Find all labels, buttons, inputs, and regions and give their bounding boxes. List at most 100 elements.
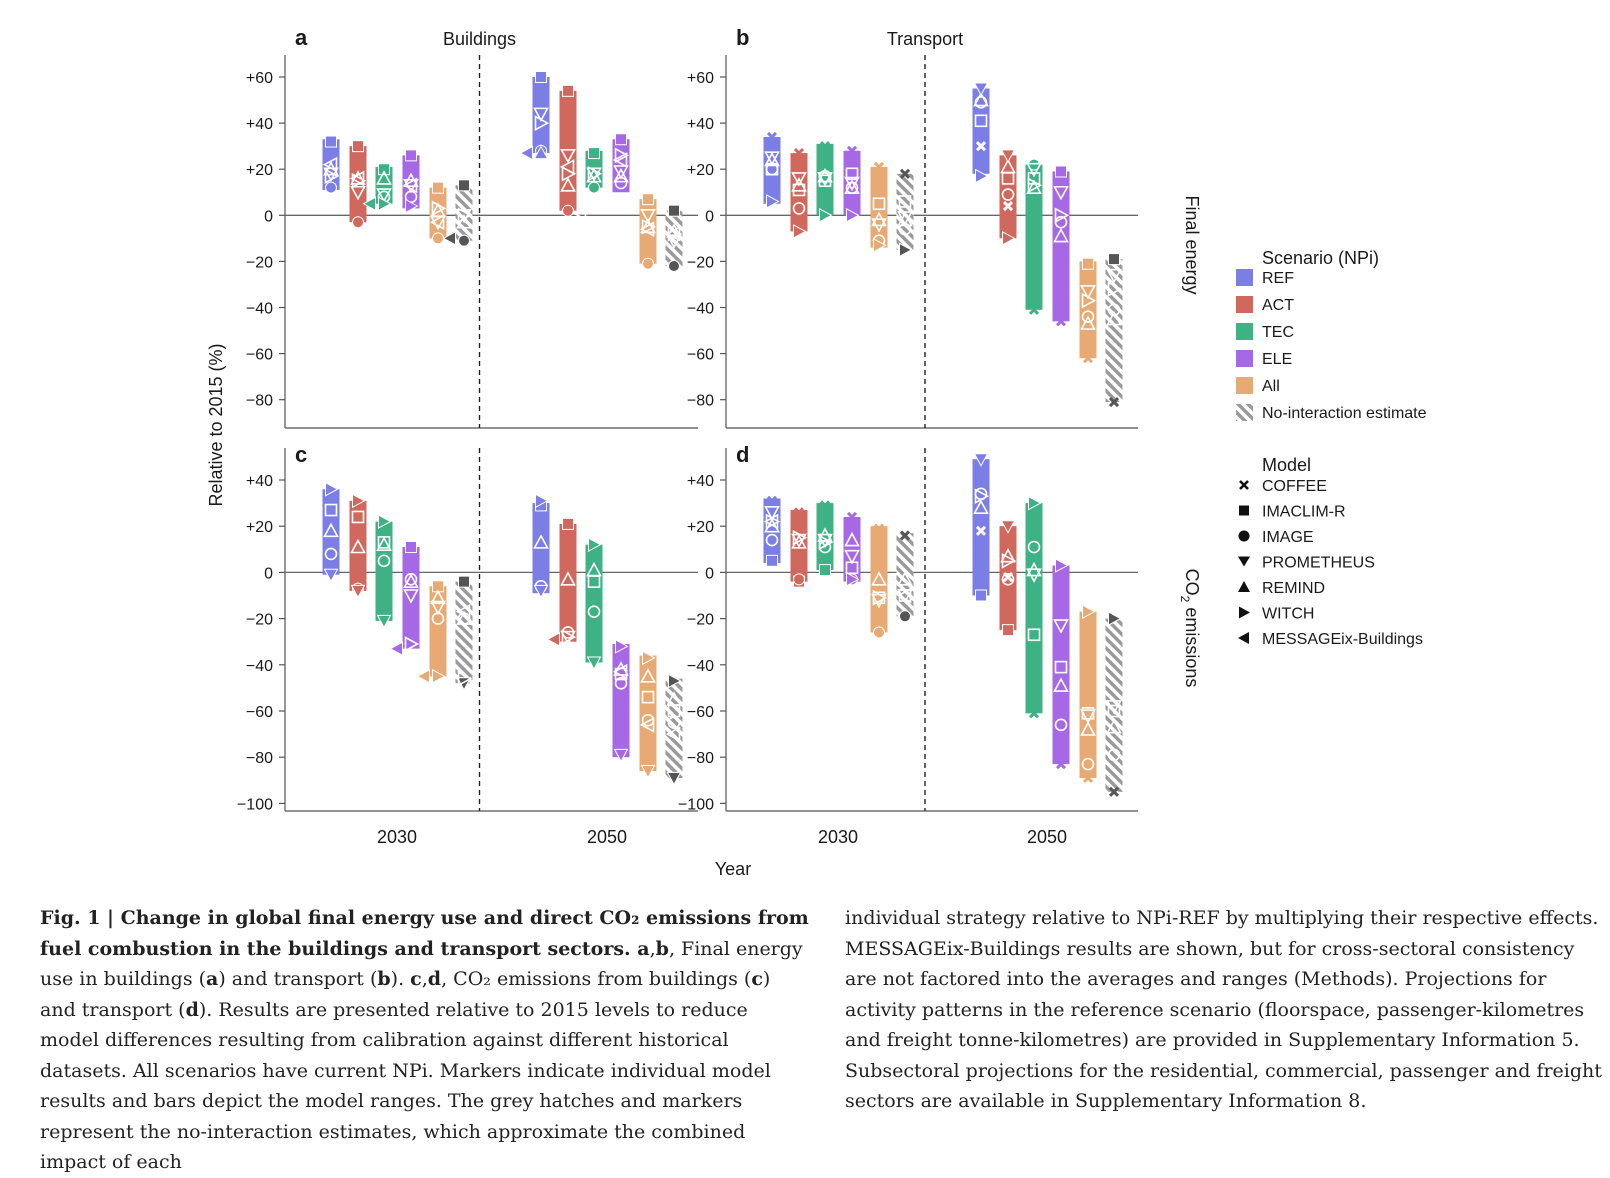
marker-witch	[405, 198, 419, 214]
bar-ref-2050	[972, 82, 990, 184]
marker-remind	[1080, 315, 1096, 330]
marker-witch	[588, 537, 602, 553]
marker-remind	[844, 179, 860, 194]
triangle-left-icon	[1238, 632, 1249, 644]
y-tick-label: +20	[687, 519, 714, 536]
marker-image	[1107, 303, 1121, 317]
bar-all-2030	[416, 580, 447, 684]
marker-remind	[973, 91, 989, 107]
marker-witch	[324, 168, 340, 184]
marker-prometheus	[613, 748, 629, 763]
marker-image	[667, 716, 681, 729]
bar-ref-2030	[322, 135, 340, 194]
marker-image	[793, 573, 805, 586]
bar-act-2030	[335, 493, 367, 613]
range-bar	[455, 581, 473, 684]
marker-witch	[535, 493, 549, 509]
marker-witch	[1081, 292, 1097, 309]
marker-prometheus	[844, 549, 860, 565]
marker-prometheus	[376, 614, 392, 629]
bar-all-2050	[1079, 257, 1097, 364]
marker-witch	[873, 237, 887, 253]
legend-model-image: IMAGE	[1238, 529, 1314, 546]
bar-act-2050	[559, 84, 577, 217]
marker-remind	[640, 668, 656, 683]
range-bar	[763, 498, 781, 564]
marker-messageix-buildings	[639, 221, 655, 237]
legend-swatch	[1236, 404, 1253, 421]
marker-remind	[560, 571, 576, 586]
bar-ele-2030	[843, 145, 861, 223]
range-bar	[843, 516, 861, 582]
marker-prometheus	[1053, 619, 1069, 634]
caption-label: a	[630, 937, 650, 960]
bar-ref-2050	[972, 453, 990, 602]
marker-imaclim-r	[562, 517, 574, 530]
legend-scenario-ele: ELE	[1236, 350, 1292, 368]
marker-coffee	[793, 507, 805, 518]
marker-messageix-buildings	[559, 159, 575, 175]
legend-label: TEC	[1262, 324, 1294, 341]
marker-imaclim-r	[458, 179, 470, 192]
marker-messageix-buildings	[308, 592, 324, 608]
marker-witch	[351, 172, 367, 189]
bar-all-2030	[870, 523, 888, 639]
marker-imaclim-r	[641, 690, 655, 704]
marker-coffee	[975, 141, 987, 152]
marker-coffee	[873, 161, 885, 172]
panel-letter: a	[295, 25, 308, 50]
y-tick-label: −60	[246, 704, 273, 721]
range-bar	[349, 500, 367, 591]
marker-remind	[1053, 677, 1069, 692]
triangle-down-icon	[1238, 556, 1250, 567]
marker-witch	[641, 218, 657, 235]
panel-d: +40 +20 0 −20 −40 −60 −80 −100 d 2030 2050	[678, 442, 1138, 847]
marker-remind	[533, 534, 549, 549]
marker-prometheus	[764, 151, 780, 166]
marker-prometheus	[376, 188, 392, 203]
marker-imaclim-r	[975, 589, 987, 602]
legend-model-imaclim-r: IMACLIM-R	[1239, 504, 1346, 521]
y-tick-label: +40	[246, 116, 273, 133]
marker-prometheus	[1106, 268, 1122, 284]
marker-remind	[403, 573, 419, 588]
marker-image	[587, 605, 601, 618]
bar-no-interaction-estimate-2050	[1105, 253, 1123, 408]
marker-coffee	[766, 131, 778, 142]
marker-witch	[899, 242, 913, 258]
y-tick-label: 0	[705, 565, 714, 582]
marker-witch	[378, 196, 392, 212]
marker-witch	[1002, 231, 1016, 246]
y-tick-label: +20	[687, 162, 714, 179]
marker-messageix-buildings	[518, 619, 534, 636]
marker-remind	[586, 561, 602, 577]
bar-ele-2050	[1052, 165, 1070, 327]
caption-label: d	[427, 968, 442, 990]
x-tick-label: 2050	[1027, 827, 1067, 847]
range-bar	[322, 489, 340, 575]
marker-imaclim-r	[845, 167, 859, 181]
caption-text: , CO₂ emissions from buildings (	[441, 968, 752, 990]
y-tick-label: −80	[246, 393, 273, 410]
caption-label: b	[377, 968, 391, 990]
marker-imaclim-r	[898, 195, 912, 208]
marker-remind	[376, 170, 392, 185]
y-tick-label: −60	[687, 347, 714, 364]
bar-tec-2050	[571, 147, 603, 221]
marker-messageix-buildings	[612, 152, 628, 168]
marker-witch	[457, 207, 473, 224]
y-tick-label: −40	[246, 301, 273, 318]
marker-imaclim-r	[378, 163, 390, 176]
range-bar	[455, 185, 473, 241]
bar-all-2030	[870, 161, 888, 253]
marker-witch	[432, 669, 446, 684]
marker-prometheus	[791, 172, 807, 187]
marker-prometheus	[403, 589, 419, 604]
marker-coffee	[1108, 786, 1120, 797]
marker-remind	[1080, 721, 1096, 736]
marker-coffee	[873, 523, 885, 534]
marker-remind	[817, 167, 833, 183]
caption-text: , Final energy use in buildings (	[40, 937, 803, 991]
y-tick-label: −40	[687, 301, 714, 318]
marker-messageix-buildings	[455, 603, 471, 620]
